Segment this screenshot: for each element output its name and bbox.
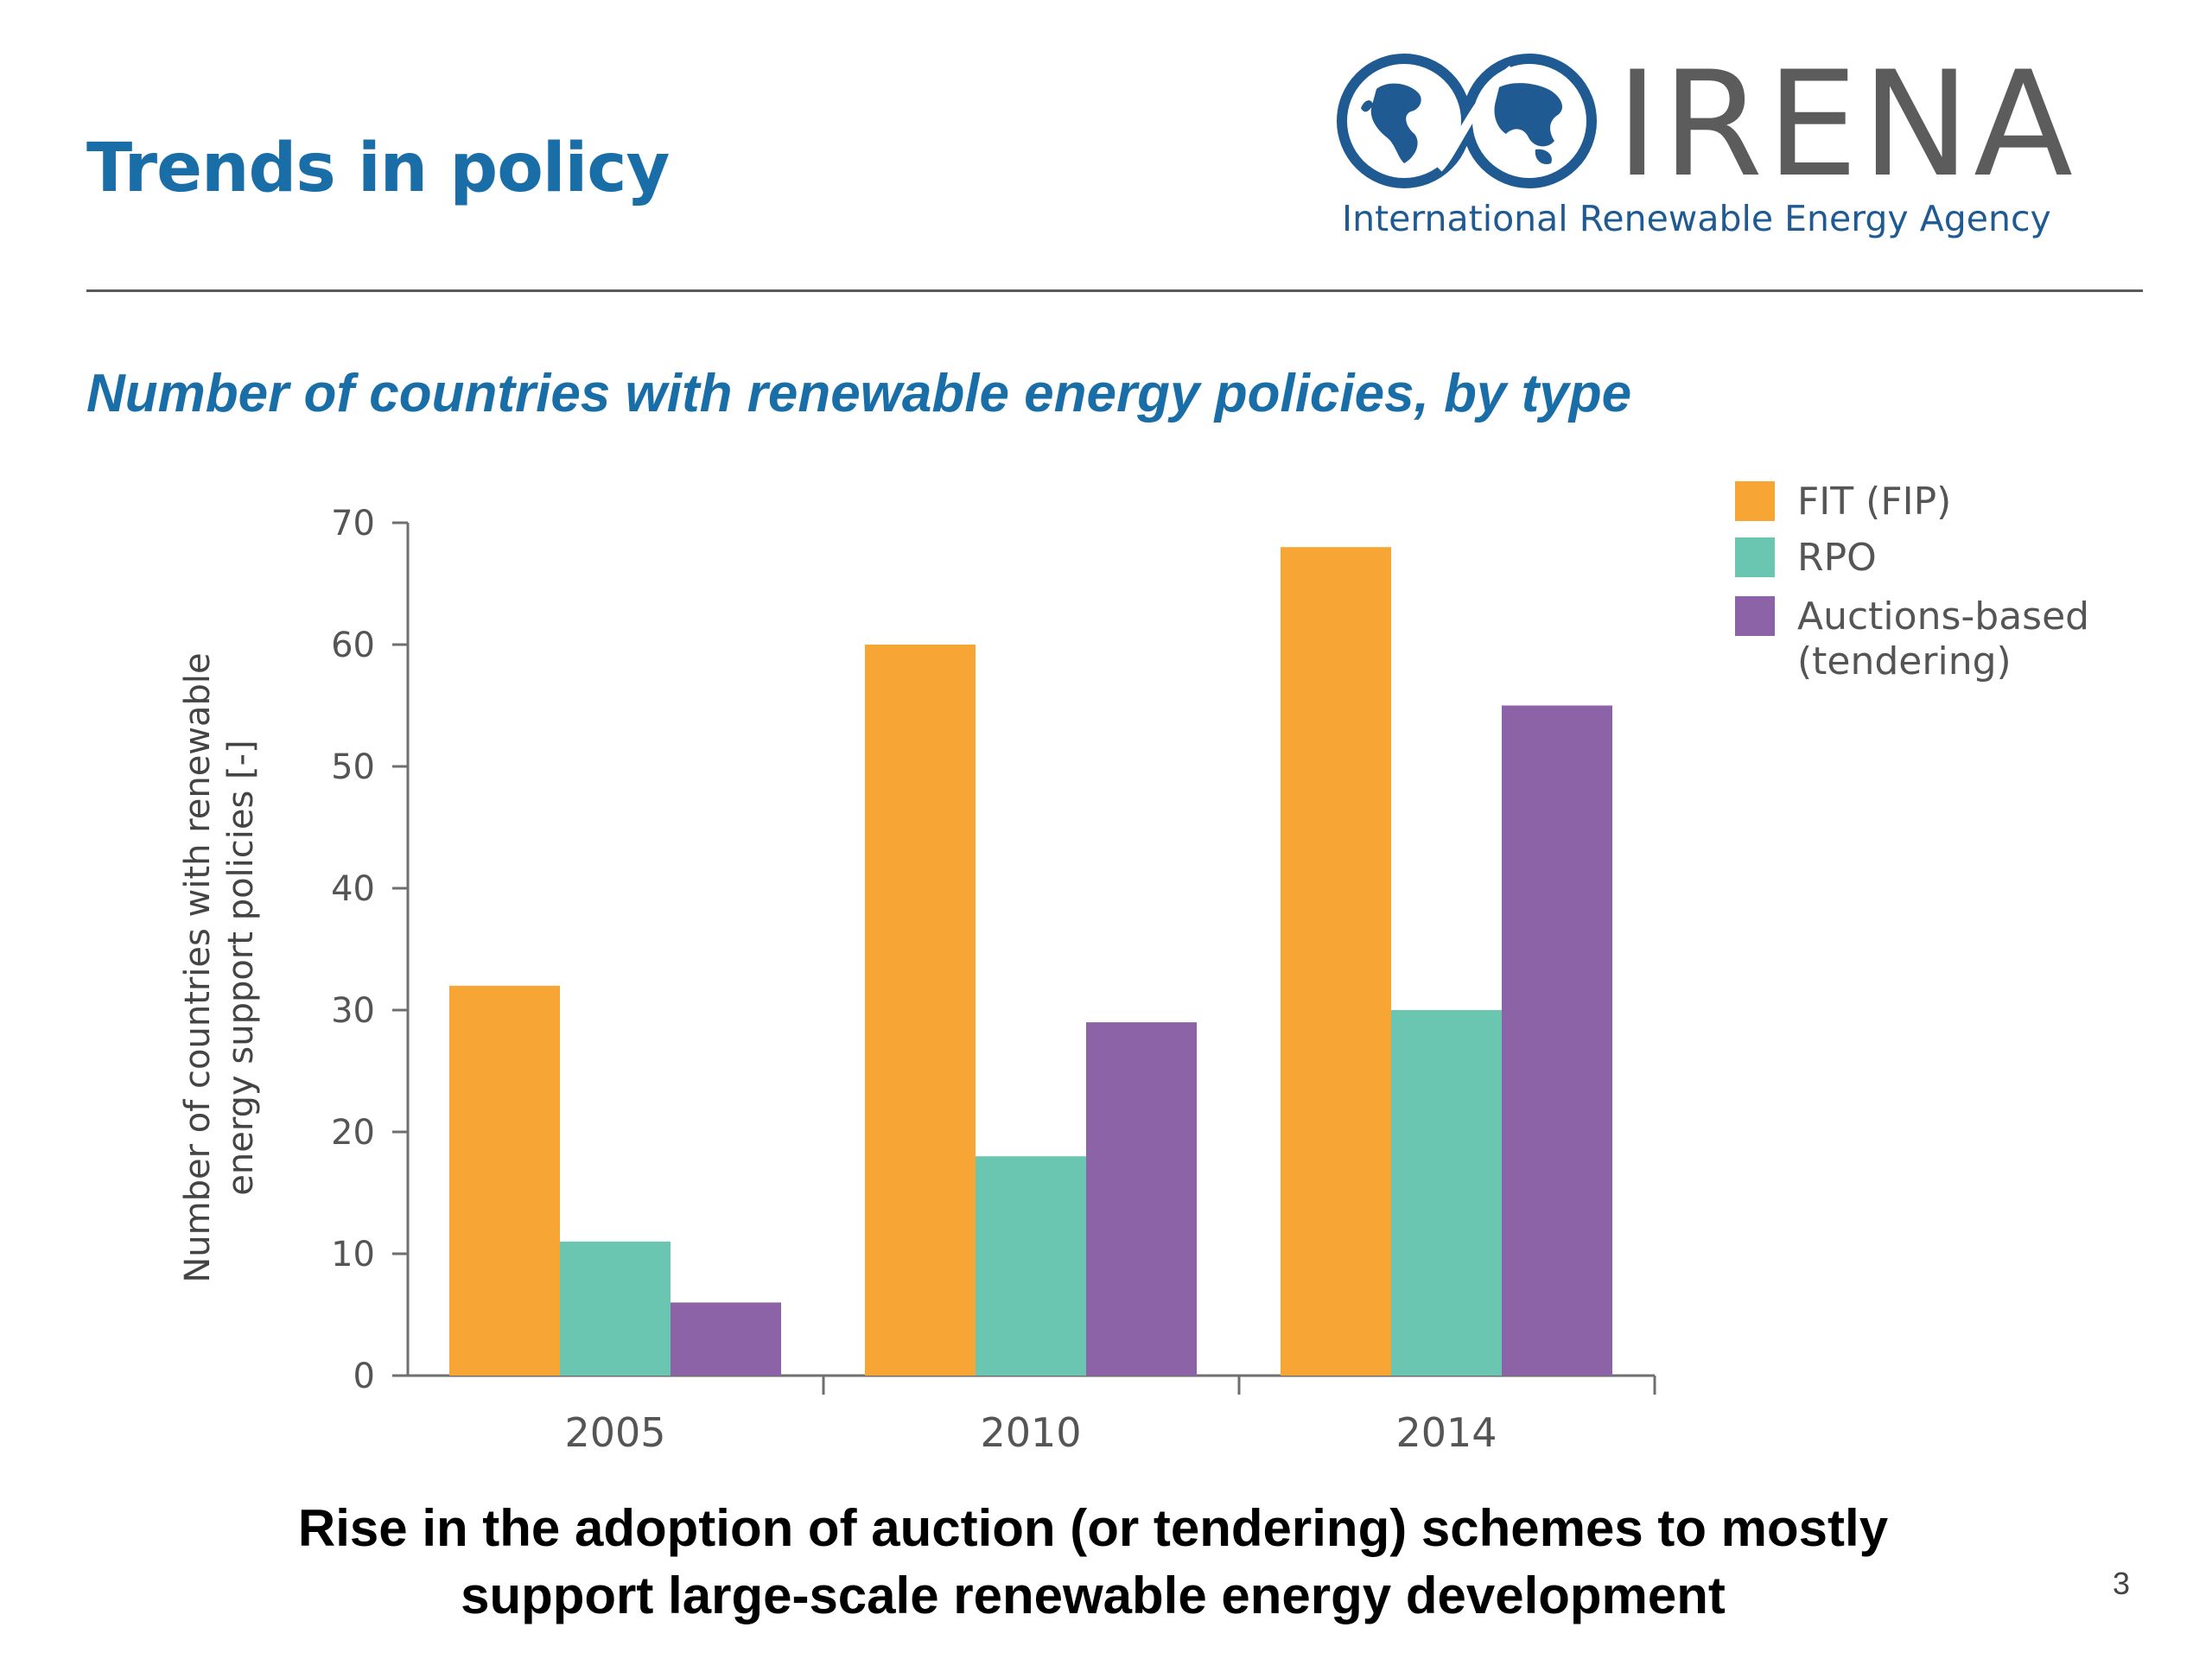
page-title: Trends in policy	[86, 130, 670, 207]
bar-auctionsbased-2010	[1086, 1022, 1197, 1376]
legend-swatch	[1735, 481, 1775, 521]
irena-logo: IRENA International Renewable Energy Age…	[1335, 48, 2078, 255]
x-tick-label: 2005	[564, 1409, 665, 1456]
y-tick-label: 60	[331, 626, 375, 665]
chart-title: Number of countries with renewable energ…	[86, 364, 1632, 423]
bar-rpo-2010	[976, 1156, 1086, 1376]
bar-fit-2014	[1281, 547, 1391, 1376]
legend-label: RPO	[1797, 536, 1877, 580]
chart-bars	[449, 547, 1612, 1376]
y-tick-label: 70	[331, 504, 375, 543]
y-axis-label: Number of countries with renewable energ…	[178, 652, 261, 1282]
y-tick-label: 20	[331, 1113, 375, 1153]
legend-swatch	[1735, 596, 1775, 636]
bar-rpo-2014	[1391, 1010, 1502, 1376]
bar-fit-2005	[449, 985, 560, 1376]
legend-label: FIT (FIP)	[1797, 480, 1951, 524]
y-tick-label: 10	[331, 1235, 375, 1274]
logo-subtitle: International Renewable Energy Agency	[1342, 198, 2051, 239]
legend-swatch	[1735, 537, 1775, 577]
x-tick-label: 2010	[980, 1409, 1081, 1456]
bar-auctionsbased-2005	[671, 1302, 781, 1376]
legend-label: (tendering)	[1797, 639, 2012, 683]
bar-chart: Number of countries with renewable energ…	[178, 480, 2089, 1456]
y-tick-label: 30	[331, 991, 375, 1031]
bar-fit-2010	[865, 645, 976, 1376]
logo-name: IRENA	[1616, 40, 2077, 209]
legend-label: Auctions-based	[1797, 594, 2089, 639]
slide-caption: Rise in the adoption of auction (or tend…	[0, 1495, 2186, 1630]
y-tick-label: 50	[331, 747, 375, 787]
bar-auctionsbased-2014	[1502, 705, 1612, 1376]
title-divider	[86, 289, 2143, 292]
y-tick-label: 40	[331, 869, 375, 909]
x-tick-label: 2014	[1395, 1409, 1497, 1456]
y-tick-label: 0	[353, 1357, 375, 1396]
y-axis-label-line1: Number of countries with renewable	[178, 652, 218, 1282]
y-axis-label-line2: energy support policies [-]	[221, 740, 261, 1195]
bar-rpo-2005	[560, 1241, 671, 1376]
caption-line-2: support large-scale renewable energy dev…	[461, 1567, 1726, 1624]
chart-legend: FIT (FIP) RPO Auctions-based(tendering)	[1735, 480, 2089, 683]
caption-line-1: Rise in the adoption of auction (or tend…	[297, 1499, 1889, 1557]
globe-infinity-icon	[1337, 54, 1597, 188]
page-number: 3	[2113, 1566, 2131, 1601]
